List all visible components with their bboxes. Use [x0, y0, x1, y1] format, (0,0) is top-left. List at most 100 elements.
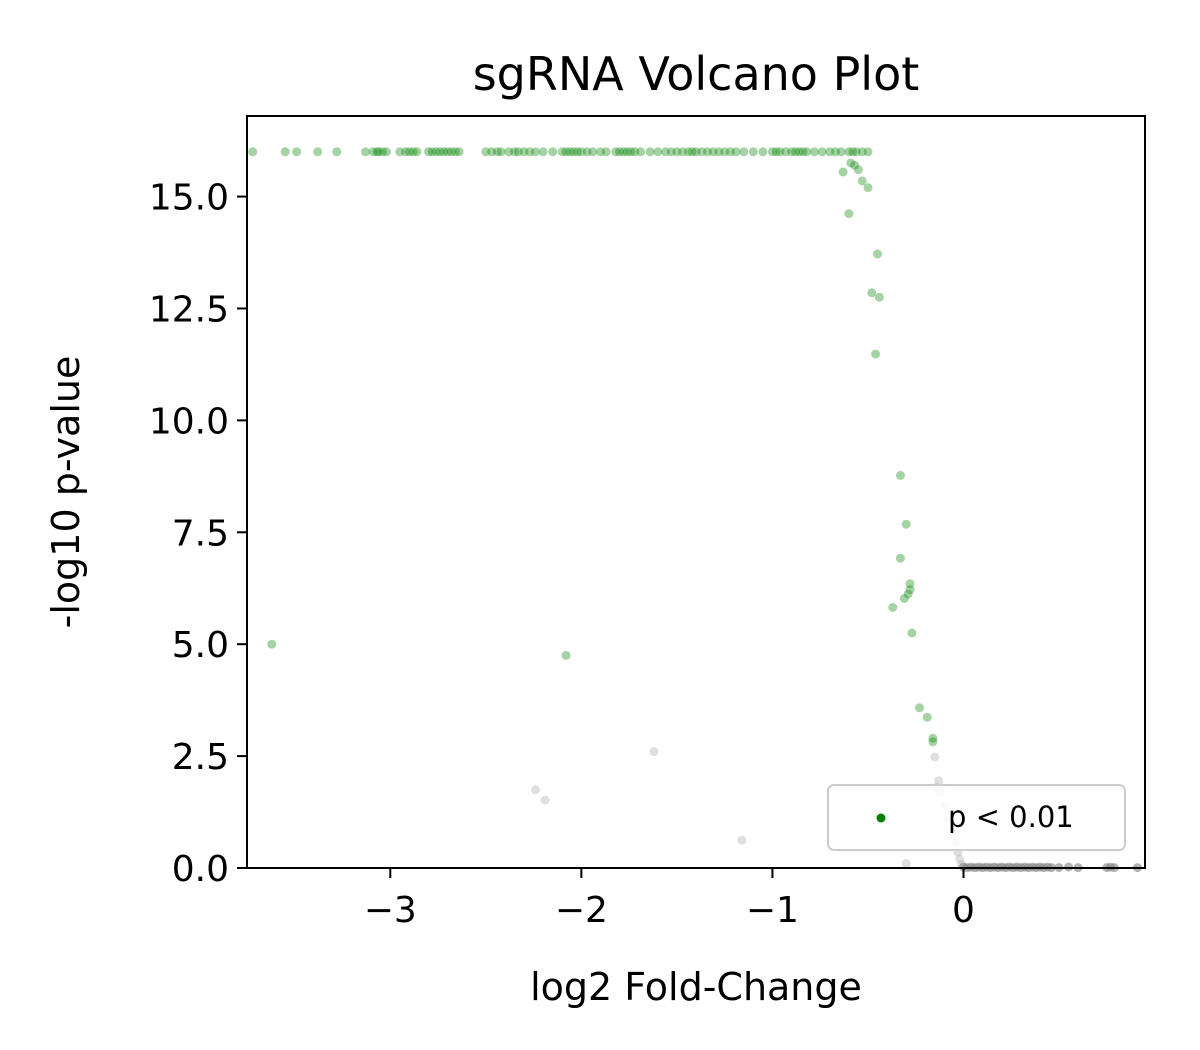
data-point	[630, 147, 640, 157]
data-point	[280, 147, 290, 157]
data-point	[922, 712, 932, 722]
y-tick-label: 10.0	[149, 401, 229, 442]
data-point	[955, 854, 965, 864]
data-point	[427, 147, 437, 157]
data-point	[454, 147, 464, 157]
data-point	[653, 147, 663, 157]
data-point	[857, 176, 867, 186]
x-tick-label: −3	[364, 890, 417, 931]
data-point	[672, 147, 682, 157]
data-point	[857, 147, 867, 157]
data-point	[481, 147, 491, 157]
data-point	[678, 147, 688, 157]
data-point	[708, 147, 718, 157]
data-point	[332, 147, 342, 157]
data-point	[248, 147, 258, 157]
data-point	[802, 147, 812, 157]
data-point	[901, 859, 911, 868]
data-point	[817, 147, 827, 157]
data-point	[267, 639, 277, 649]
data-point	[787, 147, 796, 157]
data-point	[611, 147, 621, 157]
data-point	[739, 147, 749, 157]
data-point	[725, 147, 735, 157]
data-point	[794, 147, 804, 157]
data-point	[395, 147, 405, 157]
data-point	[573, 147, 582, 157]
data-point	[361, 147, 370, 157]
data-point	[531, 785, 540, 795]
data-point	[810, 147, 819, 157]
data-point	[930, 752, 940, 762]
data-point	[540, 795, 550, 805]
data-point	[871, 349, 881, 359]
data-point	[569, 147, 579, 157]
x-tick-label: −1	[746, 890, 799, 931]
data-point	[443, 147, 453, 157]
data-point	[928, 737, 938, 747]
data-point	[588, 147, 598, 157]
data-point	[934, 776, 944, 786]
data-point	[378, 147, 388, 157]
data-point	[368, 147, 378, 157]
data-point	[487, 147, 497, 157]
data-point	[374, 147, 384, 157]
data-point	[582, 147, 592, 157]
y-axis-label: -log10 p-value	[44, 356, 88, 629]
data-point	[382, 147, 391, 157]
data-point	[775, 147, 785, 157]
data-point	[863, 183, 873, 193]
data-point	[901, 519, 911, 529]
data-point	[844, 209, 854, 219]
y-tick-label: 15.0	[149, 178, 229, 219]
legend: p < 0.01	[827, 784, 1126, 851]
data-point	[513, 147, 523, 157]
y-tick-label: 5.0	[172, 625, 229, 666]
data-point	[846, 158, 856, 168]
data-point	[660, 147, 670, 157]
data-point	[905, 579, 915, 589]
data-point	[510, 147, 519, 157]
data-point	[758, 147, 768, 157]
data-point	[905, 585, 915, 595]
data-point	[836, 147, 846, 157]
data-point	[873, 249, 882, 259]
data-point	[888, 603, 898, 612]
data-point	[867, 288, 877, 298]
data-point	[626, 147, 636, 157]
data-point	[561, 650, 571, 660]
data-point	[853, 165, 863, 175]
data-point	[596, 147, 605, 157]
data-point	[504, 147, 514, 157]
chart-title: sgRNA Volcano Plot	[473, 47, 920, 101]
data-point	[548, 147, 558, 157]
data-point	[496, 147, 506, 157]
data-point	[895, 553, 905, 563]
x-tick-label: 0	[952, 890, 975, 931]
data-point	[863, 147, 873, 157]
y-tick-label: 0.0	[172, 849, 229, 890]
data-point	[408, 147, 418, 157]
data-point	[748, 147, 758, 157]
data-point	[714, 147, 724, 157]
data-point	[838, 167, 848, 177]
data-point	[292, 147, 302, 157]
data-point	[519, 147, 529, 157]
data-point	[401, 147, 411, 157]
legend-box	[827, 784, 1126, 851]
legend-marker	[876, 813, 886, 823]
data-point	[781, 147, 791, 157]
data-point	[372, 147, 382, 157]
data-point	[771, 147, 781, 157]
data-point	[561, 147, 571, 157]
scatter-points	[248, 147, 1142, 873]
data-point	[798, 147, 808, 157]
data-point	[404, 147, 414, 157]
data-point	[767, 147, 777, 157]
legend-label: p < 0.01	[948, 800, 1074, 834]
data-point	[492, 147, 502, 157]
data-point	[903, 589, 913, 599]
y-tick-label: 12.5	[149, 289, 229, 330]
data-point	[435, 147, 445, 157]
